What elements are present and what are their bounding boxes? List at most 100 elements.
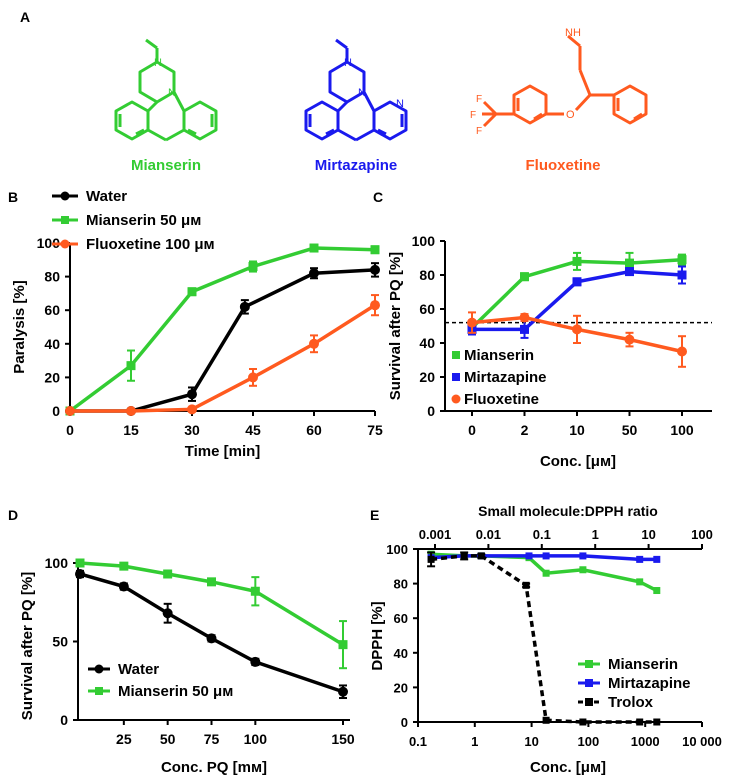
top-x-tick-label: 0.01 bbox=[476, 527, 501, 542]
data-point bbox=[248, 262, 258, 272]
y-tick-label: 0 bbox=[52, 403, 60, 419]
fluoxetine-f-atom-1: F bbox=[476, 94, 482, 105]
data-point bbox=[126, 361, 136, 371]
x-tick-label: 10 bbox=[569, 422, 585, 438]
chart-dpph: 0 20 40 60 80 100 0.1 1 10 100 1000 10 000 0.001 0.01… bbox=[369, 503, 722, 776]
series-line bbox=[68, 246, 376, 413]
x-tick-label: 2 bbox=[521, 422, 529, 438]
y-tick-label: 60 bbox=[44, 302, 60, 318]
panel-d-letter: D bbox=[8, 507, 18, 523]
x-tick-label: 0 bbox=[468, 422, 476, 438]
mirtazapine-n-atom-2: N bbox=[358, 87, 366, 99]
legend-marker bbox=[94, 664, 104, 674]
chart-survival-conc: 0 20 40 60 80 100 0 2 10 50 100 Conc. [μм] Survival … bbox=[387, 233, 712, 470]
legend-label: Trolox bbox=[608, 694, 654, 711]
data-point bbox=[309, 243, 319, 253]
y-tick-label: 0 bbox=[427, 403, 435, 419]
top-x-tick-label: 0.001 bbox=[419, 527, 452, 542]
y-tick-label: 100 bbox=[412, 233, 436, 249]
x-tick-label: 30 bbox=[184, 422, 200, 438]
x-tick-label: 100 bbox=[244, 731, 268, 747]
y-tick-label: 80 bbox=[394, 577, 408, 592]
legend-marker bbox=[452, 373, 460, 381]
fluoxetine-f-atom-2: F bbox=[470, 110, 476, 121]
y-tick-label: 60 bbox=[419, 301, 435, 317]
data-point bbox=[187, 389, 197, 400]
data-point bbox=[162, 608, 173, 619]
data-point bbox=[370, 245, 380, 255]
data-point bbox=[625, 267, 634, 277]
fluoxetine-nh-atom: NH bbox=[565, 27, 581, 39]
x-tick-label: 0.1 bbox=[409, 734, 427, 749]
legend-label: Mianserin 50 μм bbox=[86, 212, 201, 229]
data-point bbox=[206, 633, 217, 644]
x-tick-label: 10 bbox=[524, 734, 538, 749]
x-tick-label: 10 000 bbox=[682, 734, 722, 749]
data-point bbox=[338, 640, 348, 650]
data-point bbox=[477, 552, 485, 560]
data-point bbox=[248, 372, 258, 383]
data-point bbox=[653, 587, 661, 595]
legend-label: Mianserin bbox=[608, 656, 678, 673]
y-axis-label: Survival after PQ [%] bbox=[19, 572, 36, 720]
data-point bbox=[250, 586, 260, 596]
data-point bbox=[520, 324, 529, 334]
mianserin-structure bbox=[114, 38, 218, 142]
y-tick-label: 40 bbox=[44, 336, 60, 352]
mianserin-n-atom-1: N bbox=[154, 57, 162, 69]
legend-marker bbox=[61, 216, 69, 224]
series-line bbox=[70, 268, 376, 413]
series-line bbox=[430, 554, 657, 724]
y-axis-label: Survival after PQ [%] bbox=[387, 252, 404, 400]
x-tick-label: 1 bbox=[471, 734, 478, 749]
x-tick-label: 1000 bbox=[631, 734, 660, 749]
data-point bbox=[636, 718, 644, 726]
top-x-tick-label: 100 bbox=[691, 527, 713, 542]
y-tick-label: 100 bbox=[386, 542, 408, 557]
mirtazapine-name: Mirtazapine bbox=[315, 157, 398, 174]
legend-label: Mirtazapine bbox=[464, 369, 547, 386]
series-line bbox=[70, 303, 376, 413]
mirtazapine-n-atom-1: N bbox=[344, 57, 352, 69]
data-point bbox=[207, 577, 216, 587]
panel-e-letter: E bbox=[370, 507, 379, 523]
x-tick-label: 25 bbox=[116, 731, 132, 747]
legend-marker bbox=[585, 698, 593, 706]
x-tick-label: 100 bbox=[578, 734, 600, 749]
series-line bbox=[79, 572, 344, 694]
data-point bbox=[126, 406, 136, 416]
x-tick-label: 45 bbox=[245, 422, 261, 438]
fluoxetine-f-atom-3: F bbox=[476, 126, 482, 137]
data-point bbox=[309, 268, 319, 279]
x-tick-label: 100 bbox=[670, 422, 694, 438]
data-point bbox=[239, 301, 250, 312]
y-tick-label: 80 bbox=[419, 267, 435, 283]
data-point bbox=[572, 256, 582, 266]
legend-label: Mianserin 50 μм bbox=[118, 683, 233, 700]
data-point bbox=[525, 552, 533, 560]
x-axis-label: Conc. [μм] bbox=[540, 453, 616, 470]
legend-marker bbox=[585, 679, 593, 687]
data-point bbox=[250, 656, 261, 667]
y-tick-label: 40 bbox=[419, 335, 435, 351]
y-tick-label: 50 bbox=[52, 634, 68, 650]
legend-label: Mirtazapine bbox=[608, 675, 691, 692]
top-x-tick-label: 1 bbox=[592, 527, 599, 542]
data-point bbox=[427, 555, 435, 563]
y-tick-label: 20 bbox=[394, 680, 408, 695]
data-point bbox=[370, 300, 380, 311]
data-point bbox=[163, 569, 173, 579]
legend-label: Water bbox=[118, 661, 159, 678]
data-point bbox=[65, 406, 75, 416]
data-point bbox=[636, 555, 644, 563]
y-tick-label: 0 bbox=[401, 715, 408, 730]
y-tick-label: 100 bbox=[37, 235, 61, 251]
y-tick-label: 60 bbox=[394, 611, 408, 626]
x-tick-label: 50 bbox=[622, 422, 638, 438]
data-point bbox=[187, 287, 197, 297]
panel-c-letter: C bbox=[373, 189, 383, 205]
data-point bbox=[118, 581, 129, 592]
data-point bbox=[653, 718, 661, 726]
fluoxetine-name: Fluoxetine bbox=[525, 157, 600, 174]
